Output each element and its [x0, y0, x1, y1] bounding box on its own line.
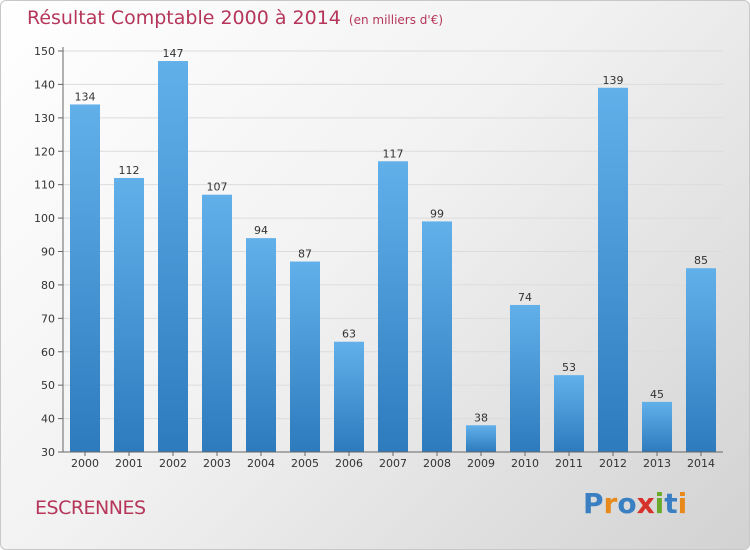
axes: 30 40 50 60 70 80 90 100 110 120 130 140 150 2000 2001… — [34, 45, 723, 470]
bar-2008 — [422, 221, 452, 452]
bar-value-label: 94 — [254, 224, 268, 237]
x-tick-label: 2003 — [203, 457, 231, 470]
bar-2006 — [334, 341, 364, 452]
bar-value-label: 85 — [694, 254, 708, 267]
x-tick-label: 2005 — [291, 457, 319, 470]
x-tick-label: 2001 — [115, 457, 143, 470]
bar-value-label: 117 — [383, 147, 404, 160]
bar-value-label: 53 — [562, 361, 576, 374]
logo-letter: o — [617, 487, 637, 520]
chart-subtitle: (en milliers d'€) — [348, 13, 444, 27]
x-tick-label: 2013 — [643, 457, 671, 470]
x-tick-label: 2006 — [335, 457, 363, 470]
y-tick-label: 70 — [41, 312, 55, 325]
x-tick-label: 2010 — [511, 457, 539, 470]
commune-name: ESCRENNES — [35, 497, 146, 519]
chart-title-text: Résultat Comptable 2000 à 2014 — [27, 7, 341, 29]
value-labels: 134 112 147 107 94 87 63 117 99 38 74 53 139 45 85 — [75, 47, 709, 424]
bar-value-label: 139 — [603, 74, 624, 87]
bar-2004 — [246, 238, 276, 452]
bar-value-label: 147 — [163, 47, 184, 60]
bar-2014 — [686, 268, 716, 452]
x-tick-label: 2007 — [379, 457, 407, 470]
x-tick-label: 2014 — [687, 457, 715, 470]
bar-value-label: 63 — [342, 328, 356, 341]
bar-value-label: 87 — [298, 248, 312, 261]
y-tick-label: 60 — [41, 346, 55, 359]
logo-letter: i — [654, 487, 665, 520]
y-tick-label: 50 — [41, 379, 55, 392]
logo-letter: P — [583, 487, 604, 520]
x-tick-label: 2002 — [159, 457, 187, 470]
bar-2007 — [378, 161, 408, 452]
bar-2011 — [554, 375, 584, 452]
y-tick-label: 120 — [34, 145, 55, 158]
x-tick-label: 2004 — [247, 457, 275, 470]
proxiti-logo: Proxiti — [583, 487, 687, 520]
bar-value-label: 107 — [207, 181, 228, 194]
y-tick-label: 30 — [41, 446, 55, 459]
y-tick-label: 140 — [34, 78, 55, 91]
bar-2013 — [642, 401, 672, 452]
x-tick-label: 2008 — [423, 457, 451, 470]
bar-2012 — [598, 87, 628, 452]
bar-2010 — [510, 304, 540, 452]
bar-2001 — [114, 177, 144, 452]
bars — [70, 61, 716, 453]
y-tick-label: 90 — [41, 246, 55, 259]
logo-letter: i — [677, 487, 688, 520]
x-tick-label: 2011 — [555, 457, 583, 470]
bar-2000 — [70, 104, 100, 452]
bar-value-label: 74 — [518, 291, 532, 304]
logo-letter: r — [603, 487, 618, 520]
bar-value-label: 38 — [474, 411, 488, 424]
bar-2009 — [466, 425, 496, 452]
x-tick-label: 2000 — [71, 457, 99, 470]
bar-2003 — [202, 194, 232, 453]
bar-value-label: 134 — [75, 90, 96, 103]
x-tick-label: 2009 — [467, 457, 495, 470]
y-tick-label: 150 — [34, 45, 55, 58]
bar-value-label: 112 — [119, 164, 140, 177]
y-tick-label: 100 — [34, 212, 55, 225]
x-tick-label: 2012 — [599, 457, 627, 470]
chart-title: Résultat Comptable 2000 à 2014 (en millie… — [27, 7, 443, 29]
logo-letter: x — [636, 487, 655, 520]
y-tick-label: 40 — [41, 413, 55, 426]
y-tick-label: 110 — [34, 179, 55, 192]
bar-2002 — [158, 61, 188, 453]
bar-value-label: 45 — [650, 388, 664, 401]
bar-2005 — [290, 261, 320, 452]
y-tick-label: 80 — [41, 279, 55, 292]
bar-value-label: 99 — [430, 207, 444, 220]
y-tick-label: 130 — [34, 112, 55, 125]
logo-letter: t — [664, 487, 678, 520]
